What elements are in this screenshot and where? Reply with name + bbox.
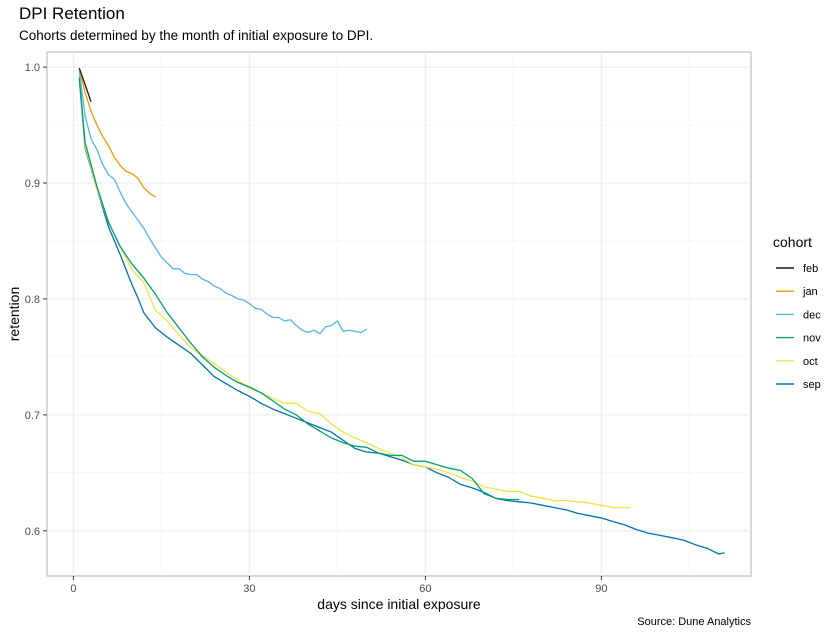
x-axis-title: days since initial exposure	[317, 596, 481, 612]
y-axis-title: retention	[6, 287, 22, 341]
series-line-dec	[78, 70, 368, 335]
x-tick-label: 30	[243, 583, 255, 595]
series-line-jan	[78, 68, 156, 198]
legend-label-oct: oct	[803, 356, 818, 368]
y-tick-label: 0.8	[25, 294, 40, 306]
chart-title: DPI Retention	[19, 4, 125, 23]
x-axis-ticks: 0 30 60 90	[70, 576, 608, 595]
series-lines	[78, 67, 725, 555]
legend-label-nov: nov	[803, 333, 821, 345]
y-tick-label: 0.7	[25, 410, 40, 422]
x-tick-label: 90	[595, 583, 607, 595]
y-axis-ticks: 0.6 0.7 0.8 0.9 1.0	[25, 62, 47, 538]
series-line-nov	[78, 77, 520, 501]
y-tick-label: 0.9	[25, 178, 40, 190]
legend-label-jan: jan	[802, 286, 818, 298]
series-line-sep	[78, 78, 725, 555]
major-gridlines	[47, 52, 751, 576]
legend-title: cohort	[773, 234, 812, 250]
plot-panel	[46, 51, 752, 577]
y-tick-label: 1.0	[25, 62, 40, 74]
series-line-oct	[78, 75, 631, 509]
legend-label-feb: feb	[803, 263, 818, 275]
chart-subtitle: Cohorts determined by the month of initi…	[19, 28, 374, 43]
legend-label-sep: sep	[803, 379, 821, 391]
chart-caption: Source: Dune Analytics	[637, 616, 751, 628]
legend-label-dec: dec	[803, 309, 821, 321]
x-tick-label: 0	[70, 583, 76, 595]
series-line-feb	[78, 67, 92, 103]
minor-gridlines	[47, 52, 751, 576]
y-tick-label: 0.6	[25, 526, 40, 538]
legend: cohort feb jan dec nov oct sep	[773, 234, 821, 391]
x-tick-label: 60	[419, 583, 431, 595]
